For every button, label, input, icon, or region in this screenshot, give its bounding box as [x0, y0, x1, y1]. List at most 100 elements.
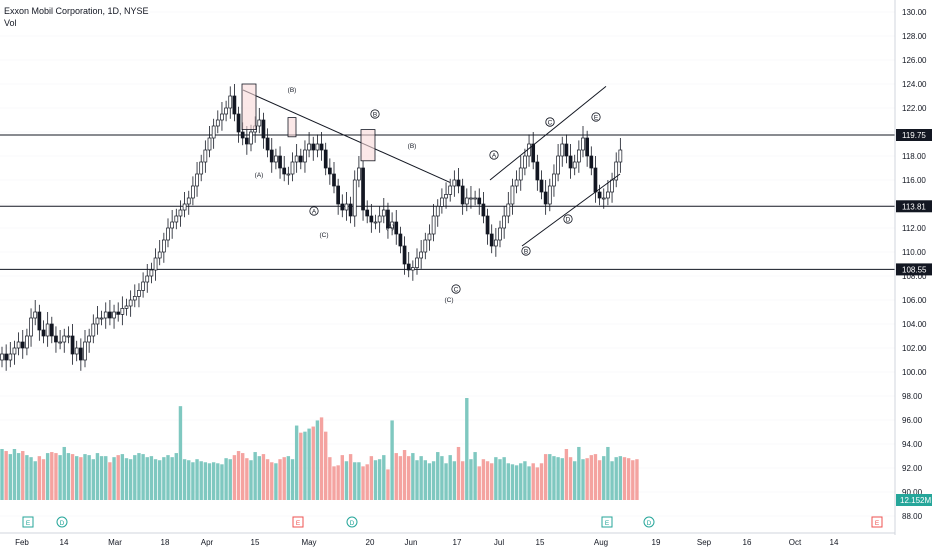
candle-body — [25, 335, 29, 349]
candle-body — [274, 155, 278, 163]
volume-bar — [377, 459, 382, 500]
volume-bar — [232, 455, 237, 500]
candle-body — [149, 269, 154, 277]
volume-bar — [622, 457, 627, 500]
level-price-label: 108.55 — [902, 265, 927, 274]
wave-circle — [489, 150, 499, 160]
volume-bar — [182, 459, 187, 500]
volume-bar — [593, 454, 598, 500]
time-tick-label: 15 — [251, 538, 260, 547]
candle-body — [510, 185, 515, 205]
candle-body — [506, 203, 511, 217]
candle-body — [523, 155, 527, 169]
candle-body — [33, 311, 38, 319]
candle-body — [352, 179, 357, 217]
wave-label: (C) — [319, 232, 328, 239]
candle-body — [556, 155, 560, 175]
wave-label: (A) — [386, 224, 395, 231]
candle-body — [290, 161, 295, 175]
candle-body — [452, 179, 457, 187]
volume-bar — [510, 464, 515, 500]
volume-bar — [124, 458, 129, 500]
time-tick-label: 15 — [536, 538, 545, 547]
time-tick-label: Oct — [789, 538, 802, 547]
candle-body — [166, 227, 170, 241]
volume-bar — [16, 453, 21, 500]
wave-label: (B) — [288, 87, 297, 94]
candle-body — [87, 335, 92, 343]
event-marker-label: E — [605, 520, 610, 527]
volume-bar — [37, 456, 42, 500]
candle-body — [240, 131, 245, 139]
wave-circle — [591, 112, 601, 122]
volume-bar — [199, 461, 203, 500]
level-price-tag — [896, 200, 932, 213]
candle-body — [191, 185, 195, 199]
wave-label: B — [373, 112, 377, 119]
price-tick-label: 124.00 — [902, 80, 927, 89]
wave-label: (C) — [444, 297, 453, 304]
candle-body — [456, 179, 461, 187]
volume-bar — [195, 459, 199, 500]
time-tick-label: 16 — [743, 538, 752, 547]
candle-body — [365, 209, 370, 217]
volume-bar — [581, 459, 585, 500]
event-marker — [22, 516, 34, 528]
level-price-label: 113.81 — [902, 202, 926, 211]
price-tick-label: 128.00 — [902, 32, 927, 41]
price-tick-label: 102.00 — [902, 344, 927, 353]
time-tick-label: 17 — [453, 538, 462, 547]
candle-body — [145, 275, 150, 283]
volume-bar — [560, 458, 564, 500]
volume-bar — [365, 464, 369, 500]
candle-body — [411, 267, 415, 271]
volume-bar — [543, 454, 548, 500]
candle-body — [535, 161, 540, 181]
wave-label: A — [312, 209, 317, 216]
volume-bar — [502, 457, 506, 500]
candle-body — [560, 143, 565, 157]
candle-body — [211, 125, 216, 139]
volume-bar — [62, 446, 66, 500]
event-marker-label: E — [296, 520, 301, 527]
volume-bar — [473, 452, 477, 500]
price-tick-label: 106.00 — [902, 296, 927, 305]
candle-body — [423, 239, 428, 253]
volume-bar — [282, 457, 286, 500]
candle-body — [568, 155, 573, 169]
volume-bar — [220, 464, 224, 500]
candle-body — [464, 197, 469, 205]
volume-bar — [369, 456, 374, 500]
time-tick-label: Jun — [405, 538, 418, 547]
candle-body — [369, 215, 374, 223]
volume-bar — [104, 456, 108, 500]
wave-label: A — [492, 153, 497, 160]
volume-bar — [137, 453, 141, 500]
volume-bar — [108, 462, 112, 500]
candle-body — [174, 215, 179, 223]
candle-body — [415, 257, 419, 268]
volume-bar — [427, 463, 432, 500]
trendline — [242, 89, 451, 183]
event-marker — [601, 516, 613, 528]
candle-body — [394, 221, 399, 235]
price-tick-label: 116.00 — [902, 176, 926, 185]
candle-body — [581, 137, 585, 151]
volume-bar — [12, 449, 17, 500]
time-tick-label: Jul — [494, 538, 504, 547]
candle-body — [220, 113, 224, 121]
candle-body — [128, 299, 133, 307]
level-price-tag — [896, 263, 932, 276]
candle-body — [357, 167, 361, 181]
candle-body — [4, 353, 9, 361]
candle-body — [207, 137, 212, 151]
candle-body — [278, 155, 282, 169]
candle-body — [298, 155, 303, 163]
time-tick-label: Sep — [697, 538, 712, 547]
volume-bar — [440, 456, 444, 500]
candle-body — [54, 335, 58, 343]
wave-circle — [309, 206, 319, 216]
volume-bar — [112, 457, 116, 500]
